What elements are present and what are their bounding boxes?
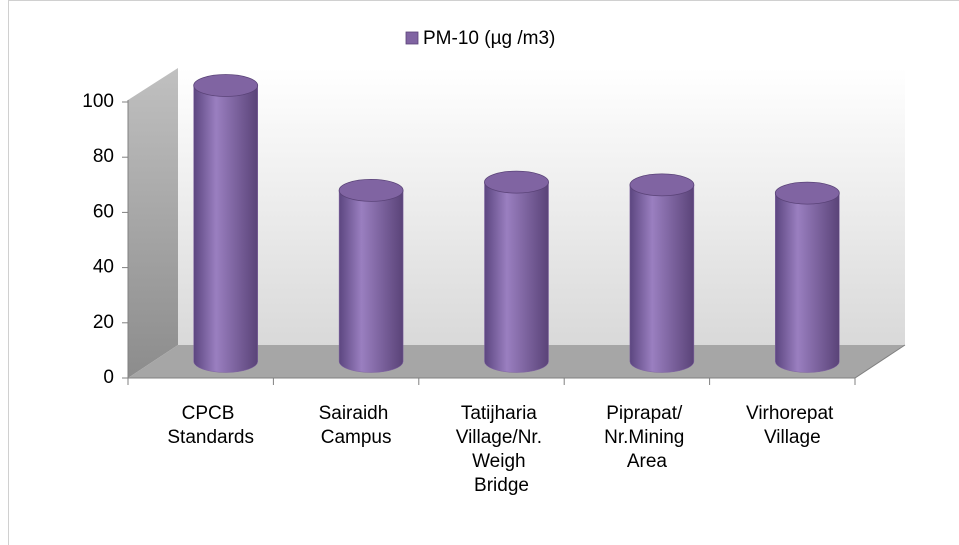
legend-swatch [405,31,419,45]
bar-top [338,178,404,202]
bar-top [193,74,259,97]
y-tick-label: 100 [82,91,114,112]
bar-body [193,85,258,373]
label-line: Tatijharia [461,403,542,424]
bar [629,173,695,373]
bar-top [629,173,695,197]
bar [338,178,404,373]
bar-body [484,181,549,373]
bar-body [775,192,840,373]
label-line: Village [764,427,821,448]
side-wall [128,68,178,378]
y-tick-label: 20 [93,312,114,333]
x-tick-label: Virhorepat Village [746,403,839,448]
y-tick-label: 0 [103,367,114,388]
y-tick-label: 80 [93,146,114,167]
label-line: Village/Nr. [456,427,548,448]
bar [774,181,840,373]
bar-body [629,184,695,373]
y-tick-label: 60 [93,201,114,222]
label-line: CPCB [182,403,240,424]
x-tick-label: Sairaidh Campus [319,403,394,448]
bar-top [774,181,840,205]
bar [484,170,549,373]
bar-top [484,170,549,194]
x-tick-label: Piprapat/ Nr.Mining Area [604,403,690,472]
legend-label: PM-10 (µg /m3) [423,28,555,49]
label-line: Piprapat/ [606,403,687,424]
x-tick-label: CPCB Standards [167,403,254,448]
label-line: Area [627,451,668,472]
x-tick-label: Tatijharia Village/Nr. Weigh Bridge [456,403,548,496]
label-line: Campus [321,427,392,448]
bar-body [338,190,404,373]
y-tick-label: 40 [93,257,114,278]
axes [127,100,906,379]
label-line: Standards [167,427,254,448]
label-line: Virhorepat [746,403,839,424]
bar [193,74,259,373]
label-line: Nr.Mining [604,427,690,448]
label-line: Bridge [474,475,529,496]
label-line: Weigh [472,451,531,472]
label-line: Sairaidh [319,403,394,424]
